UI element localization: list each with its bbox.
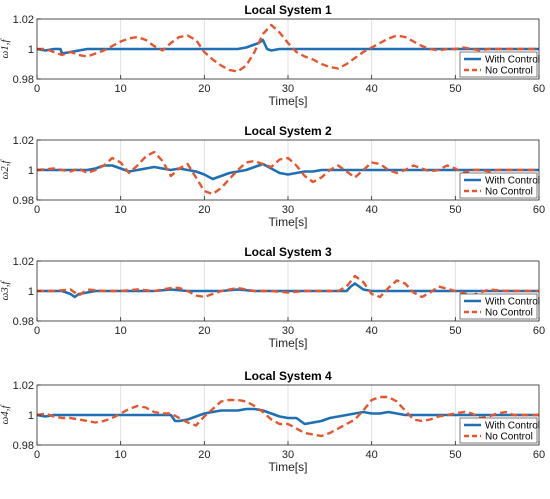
legend-box — [459, 51, 538, 78]
panel-1: Local System 1 0 10 20 30 40 50 60 0.98 1 1.02 Time… — [0, 3, 545, 108]
legend-box — [459, 293, 538, 320]
x-tick-label: 30 — [282, 83, 294, 95]
series-line-with-control — [37, 282, 539, 299]
series-line-no-control — [37, 23, 539, 73]
y-axis-label: ω3,f — [0, 280, 11, 301]
y-tick-label: 0.98 — [13, 440, 34, 452]
x-tick-label: 50 — [449, 204, 461, 216]
x-tick-label: 20 — [198, 204, 210, 216]
y-axis-label: ω4,f — [0, 404, 11, 425]
x-tick-label: 60 — [533, 449, 545, 461]
y-tick-label: 1.02 — [13, 380, 34, 392]
legend-label: No Control — [485, 432, 533, 443]
x-tick-label: 40 — [366, 325, 378, 337]
chart-title: Local System 3 — [244, 245, 332, 259]
x-tick-label: 10 — [115, 449, 127, 461]
x-tick-label: 50 — [449, 325, 461, 337]
x-tick-label: 10 — [115, 83, 127, 95]
x-axis-label: Time[s] — [269, 336, 308, 350]
y-tick-label: 1 — [28, 286, 34, 298]
x-tick-label: 50 — [449, 83, 461, 95]
legend-label: No Control — [485, 308, 533, 319]
legend-label: With Control — [485, 176, 540, 187]
y-tick-label: 1.02 — [13, 135, 34, 147]
series-line-no-control — [37, 274, 539, 299]
series-line-with-control — [37, 162, 539, 181]
panel-4: Local System 4 0 10 20 30 40 50 60 0.98 1 1.02 Time… — [0, 369, 545, 474]
legend-label: With Control — [485, 421, 540, 432]
x-tick-label: 50 — [449, 449, 461, 461]
chart-title: Local System 2 — [244, 124, 332, 138]
x-tick-label: 10 — [115, 325, 127, 337]
x-tick-label: 0 — [34, 204, 40, 216]
x-tick-label: 10 — [115, 204, 127, 216]
x-tick-label: 60 — [533, 204, 545, 216]
y-axis-label: ω2,f — [0, 159, 11, 180]
chart-title: Local System 4 — [244, 369, 332, 383]
x-tick-label: 30 — [282, 449, 294, 461]
legend-box — [459, 172, 538, 199]
series-line-no-control — [36, 395, 539, 438]
x-tick-label: 20 — [198, 83, 210, 95]
panel-3: Local System 3 0 10 20 30 40 50 60 0.98 1 1.02 Time… — [0, 245, 545, 350]
legend-label: No Control — [485, 66, 533, 77]
chart-title: Local System 1 — [244, 3, 332, 17]
x-tick-label: 30 — [282, 325, 294, 337]
panel-2: Local System 2 0 10 20 30 40 50 60 0.98 1 1.02 Time… — [0, 124, 545, 229]
y-tick-label: 1 — [28, 44, 34, 56]
x-tick-label: 0 — [34, 83, 40, 95]
x-tick-label: 60 — [533, 83, 545, 95]
y-axis-label: ω1,f — [0, 38, 11, 59]
legend-label: With Control — [485, 55, 540, 66]
x-tick-label: 60 — [533, 325, 545, 337]
x-tick-label: 0 — [34, 325, 40, 337]
series-line-no-control — [36, 150, 539, 196]
x-axis-label: Time[s] — [269, 215, 308, 229]
x-tick-label: 30 — [282, 204, 294, 216]
y-tick-label: 1.02 — [13, 256, 34, 268]
y-tick-label: 1 — [28, 410, 34, 422]
x-tick-label: 40 — [366, 83, 378, 95]
series-line-with-control — [36, 407, 539, 426]
legend-box — [459, 417, 538, 444]
x-axis-label: Time[s] — [269, 460, 308, 474]
x-tick-label: 20 — [198, 449, 210, 461]
x-axis-label: Time[s] — [269, 94, 308, 108]
x-tick-label: 40 — [366, 204, 378, 216]
y-tick-label: 0.98 — [13, 74, 34, 86]
y-tick-label: 0.98 — [13, 195, 34, 207]
legend-label: With Control — [485, 297, 540, 308]
y-tick-label: 0.98 — [13, 316, 34, 328]
x-tick-label: 40 — [366, 449, 378, 461]
legend-label: No Control — [485, 187, 533, 198]
y-tick-label: 1 — [28, 165, 34, 177]
x-tick-label: 0 — [34, 449, 40, 461]
y-tick-label: 1.02 — [13, 14, 34, 26]
x-tick-label: 20 — [198, 325, 210, 337]
